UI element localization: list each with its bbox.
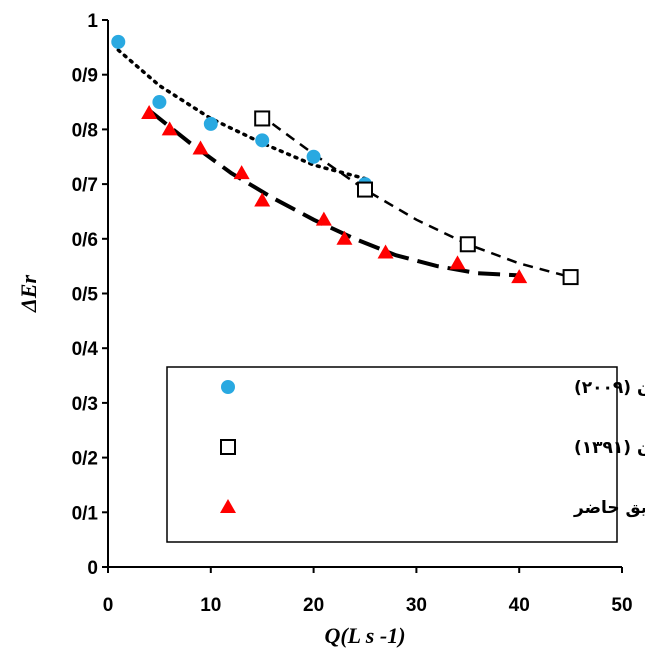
data-point-series-1 bbox=[111, 34, 126, 49]
x-tick-label: 20 bbox=[303, 595, 324, 616]
data-point-series-3 bbox=[377, 244, 394, 259]
y-tick-label: 0/8 bbox=[72, 120, 98, 141]
y-tick-label: 0/3 bbox=[72, 394, 98, 415]
legend-entry-label: تحقیق حاضر bbox=[573, 498, 645, 518]
data-point-series-1 bbox=[203, 116, 218, 131]
x-tick-label: 10 bbox=[200, 595, 221, 616]
data-point-series-3 bbox=[254, 192, 271, 207]
x-axis-label: Q(L s -1) bbox=[324, 623, 405, 648]
legend: پالیارا و همکاران (۲۰۰۹) رحمانشاهی و شفاع… bbox=[166, 366, 645, 543]
y-tick-label: 1 bbox=[87, 11, 98, 32]
data-point-series-3 bbox=[141, 104, 158, 119]
legend-marker bbox=[220, 439, 236, 455]
data-point-series-3 bbox=[511, 269, 528, 284]
y-tick-label: 0/9 bbox=[72, 66, 98, 87]
data-point-series-3 bbox=[449, 255, 466, 270]
data-point-series-1 bbox=[152, 95, 167, 110]
y-tick-label: 0/5 bbox=[72, 285, 99, 306]
trend-lines bbox=[116, 48, 571, 279]
x-tick-label: 50 bbox=[611, 595, 632, 616]
data-point-series-2 bbox=[562, 269, 579, 286]
y-tick-label: 0/2 bbox=[72, 449, 98, 470]
y-axis-label: ΔEr bbox=[16, 275, 41, 313]
trend-line-series-2 bbox=[271, 122, 571, 279]
legend-entry-label: رحمانشاهی و شفاعی بجستان (۱۳۹۱) bbox=[574, 438, 645, 458]
data-point-series-2 bbox=[459, 236, 476, 253]
data-point-series-3 bbox=[315, 211, 332, 226]
legend-marker bbox=[220, 499, 236, 513]
data-point-series-2 bbox=[357, 181, 373, 198]
data-point-series-3 bbox=[336, 230, 353, 245]
trend-line-series-3 bbox=[147, 108, 520, 278]
x-tick-label: 30 bbox=[406, 595, 427, 616]
data-point-series-1 bbox=[255, 133, 270, 148]
legend-marker bbox=[221, 380, 235, 394]
y-tick-label: 0/1 bbox=[72, 503, 99, 524]
legend-entry-label: پالیارا و همکاران (۲۰۰۹) bbox=[574, 378, 645, 398]
y-tick-label: 0/6 bbox=[72, 230, 98, 251]
y-tick-label: 0 bbox=[87, 558, 98, 579]
y-tick-label: 0/7 bbox=[72, 175, 98, 196]
data-point-series-3 bbox=[233, 165, 250, 180]
x-tick-label: 40 bbox=[509, 595, 530, 616]
legend-box bbox=[166, 366, 618, 543]
axes: 00/10/20/30/40/50/60/70/80/910 10 20 30 40 50 bbox=[72, 11, 633, 616]
y-tick-label: 0/4 bbox=[72, 339, 99, 360]
data-point-series-2 bbox=[254, 110, 271, 127]
data-point-series-3 bbox=[161, 121, 178, 136]
trend-line-series-1 bbox=[116, 48, 367, 181]
x-tick-label: 0 bbox=[103, 595, 114, 616]
data-markers bbox=[111, 34, 579, 286]
data-point-series-1 bbox=[306, 149, 321, 164]
data-point-series-3 bbox=[192, 140, 209, 155]
